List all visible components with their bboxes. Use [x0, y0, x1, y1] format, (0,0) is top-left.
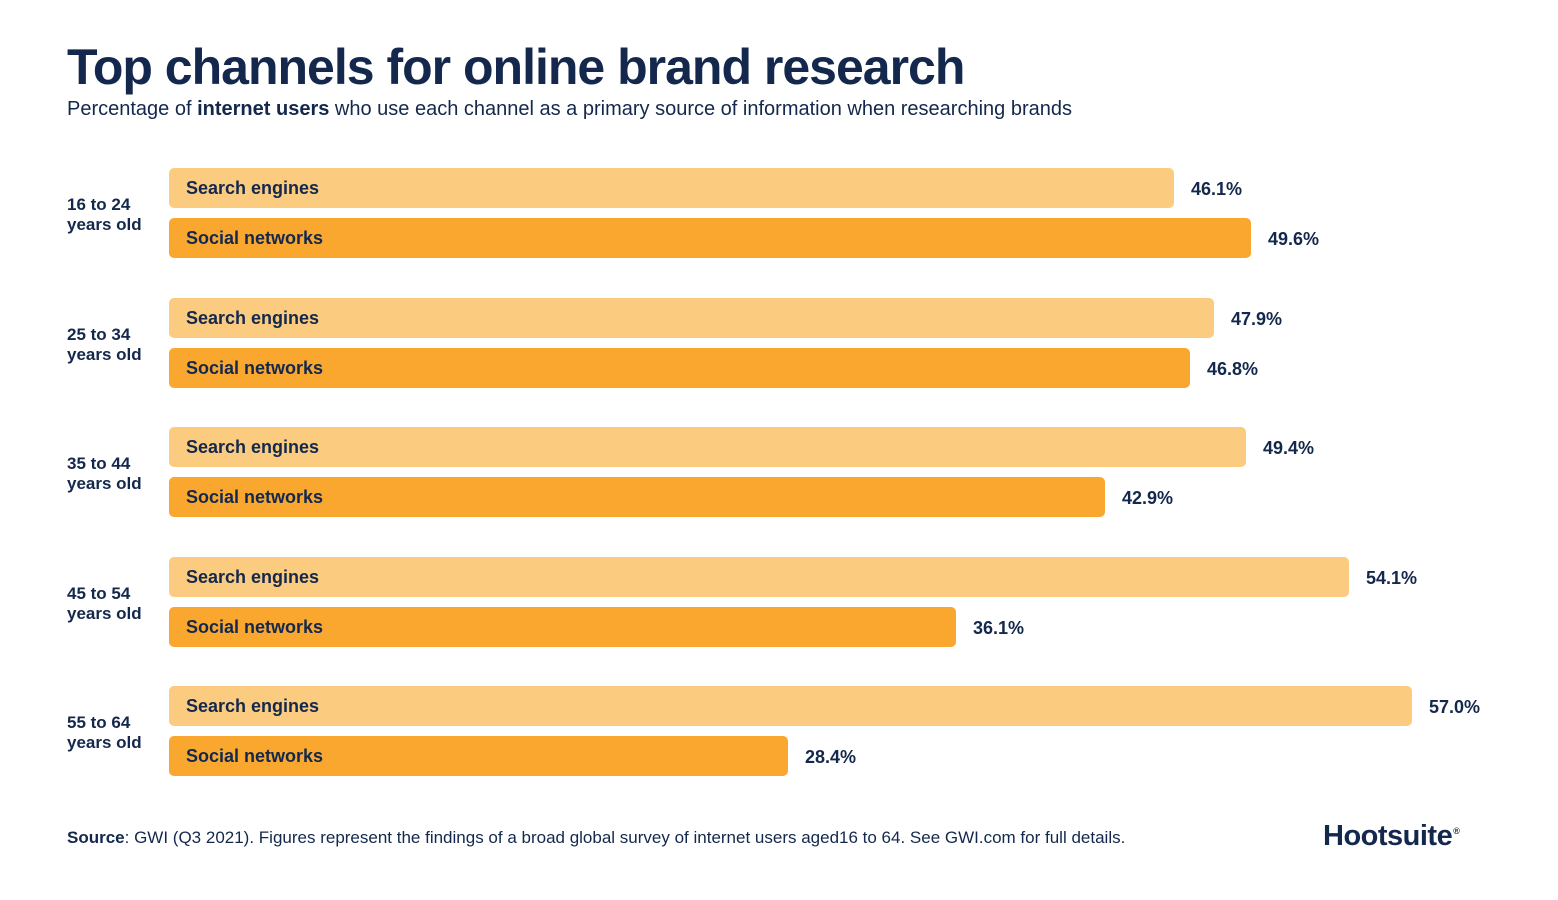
social-networks-bar: Social networks: [169, 347, 1190, 388]
age-group-label: 16 to 24 years old: [67, 195, 167, 235]
social-networks-bar: Social networks: [169, 606, 956, 647]
social-networks-bar: Social networks: [169, 736, 788, 776]
bar-value-label: 49.4%: [1263, 438, 1315, 458]
bar-value-label: 42.9%: [1122, 488, 1174, 508]
subtitle-suffix: who use each channel as a primary source…: [329, 98, 1072, 120]
age-group-label: 25 to 34 years old: [67, 325, 167, 365]
age-group-label: 45 to 54 years old: [67, 584, 167, 624]
bar-value-label: 57.0%: [1429, 697, 1481, 717]
bar-value-label: 54.1%: [1366, 567, 1418, 588]
age-group-label: 35 to 44 years old: [67, 454, 167, 494]
bar-value-label: 36.1%: [973, 617, 1025, 638]
subtitle-prefix: Percentage of: [67, 98, 198, 120]
source-label: Source: [67, 828, 125, 847]
registered-mark: ®: [1453, 826, 1460, 836]
chart-title: Top channels for online brand research: [67, 39, 965, 95]
age-group-label-line: years old: [67, 215, 142, 234]
bar-value-label: 46.8%: [1207, 358, 1259, 379]
age-group-label-line: 16 to 24: [67, 195, 131, 214]
social-networks-bar: Social networks: [169, 218, 1251, 258]
hootsuite-logo: Hootsuite®: [1323, 820, 1460, 853]
bar-series-label: Search engines: [186, 178, 320, 198]
age-group-label-line: years old: [67, 344, 142, 364]
source-text: : GWI (Q3 2021). Figures represent the f…: [124, 828, 1126, 847]
bar-value-label: 49.6%: [1268, 229, 1320, 249]
bar-series-label: Search engines: [186, 437, 320, 457]
age-group-label: 55 to 64 years old: [67, 713, 167, 753]
age-group-label-line: years old: [67, 733, 142, 752]
bar-value-label: 47.9%: [1231, 308, 1283, 329]
bar-series-label: Social networks: [186, 487, 324, 507]
age-group-label-line: 25 to 34: [67, 324, 131, 344]
bar-series-label: Search engines: [186, 307, 320, 328]
search-engines-bar: Search engines: [169, 686, 1412, 726]
bar-series-label: Search engines: [186, 566, 320, 587]
age-group-label-line: years old: [67, 603, 142, 623]
chart-subtitle: Percentage of internet users who use eac…: [67, 98, 1072, 121]
search-engines-bar: Search engines: [169, 297, 1214, 338]
search-engines-bar: Search engines: [169, 556, 1349, 597]
source-note: Source: GWI (Q3 2021). Figures represent…: [67, 828, 1125, 848]
age-group-label-line: 55 to 64: [67, 713, 131, 732]
bar-series-label: Social networks: [186, 357, 324, 378]
age-group-label-line: 45 to 54: [67, 583, 131, 603]
bar-series-label: Social networks: [186, 746, 324, 766]
search-engines-bar: Search engines: [169, 168, 1174, 208]
bar-series-label: Social networks: [186, 616, 324, 637]
age-group-label-line: 35 to 44: [67, 454, 131, 473]
bar-series-label: Search engines: [186, 696, 320, 716]
subtitle-emphasis: internet users: [197, 98, 330, 120]
search-engines-bar: Search engines: [169, 427, 1246, 467]
age-group-label-line: years old: [67, 474, 142, 493]
logo-text: Hootsuite: [1323, 820, 1453, 852]
bar-value-label: 46.1%: [1191, 179, 1243, 199]
social-networks-bar: Social networks: [169, 477, 1105, 517]
bar-value-label: 28.4%: [805, 747, 857, 767]
bar-series-label: Social networks: [186, 228, 324, 248]
